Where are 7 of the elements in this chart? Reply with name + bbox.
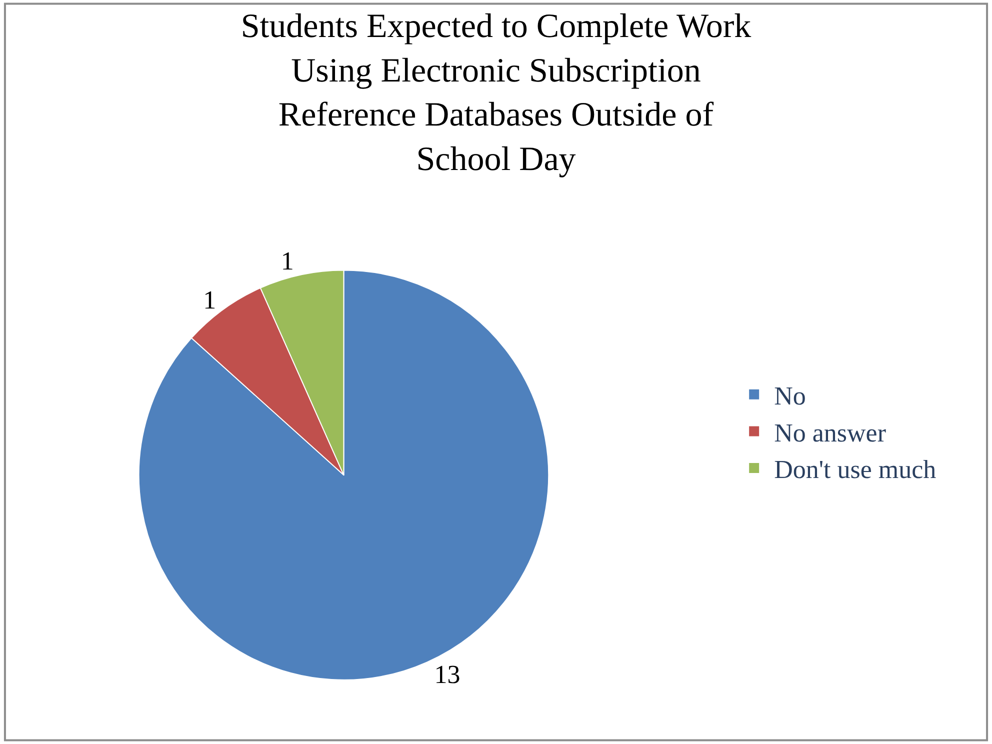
data-label: 1 [280,246,294,276]
legend-label: No [774,382,806,411]
chart-title: Students Expected to Complete Work Using Electronic Subscription Reference Databases Outside of School Day [240,8,752,178]
legend-label: Don't use much [774,455,936,484]
data-label: 13 [434,660,460,689]
legend-label: No answer [774,418,886,448]
data-label: 1 [203,285,216,314]
